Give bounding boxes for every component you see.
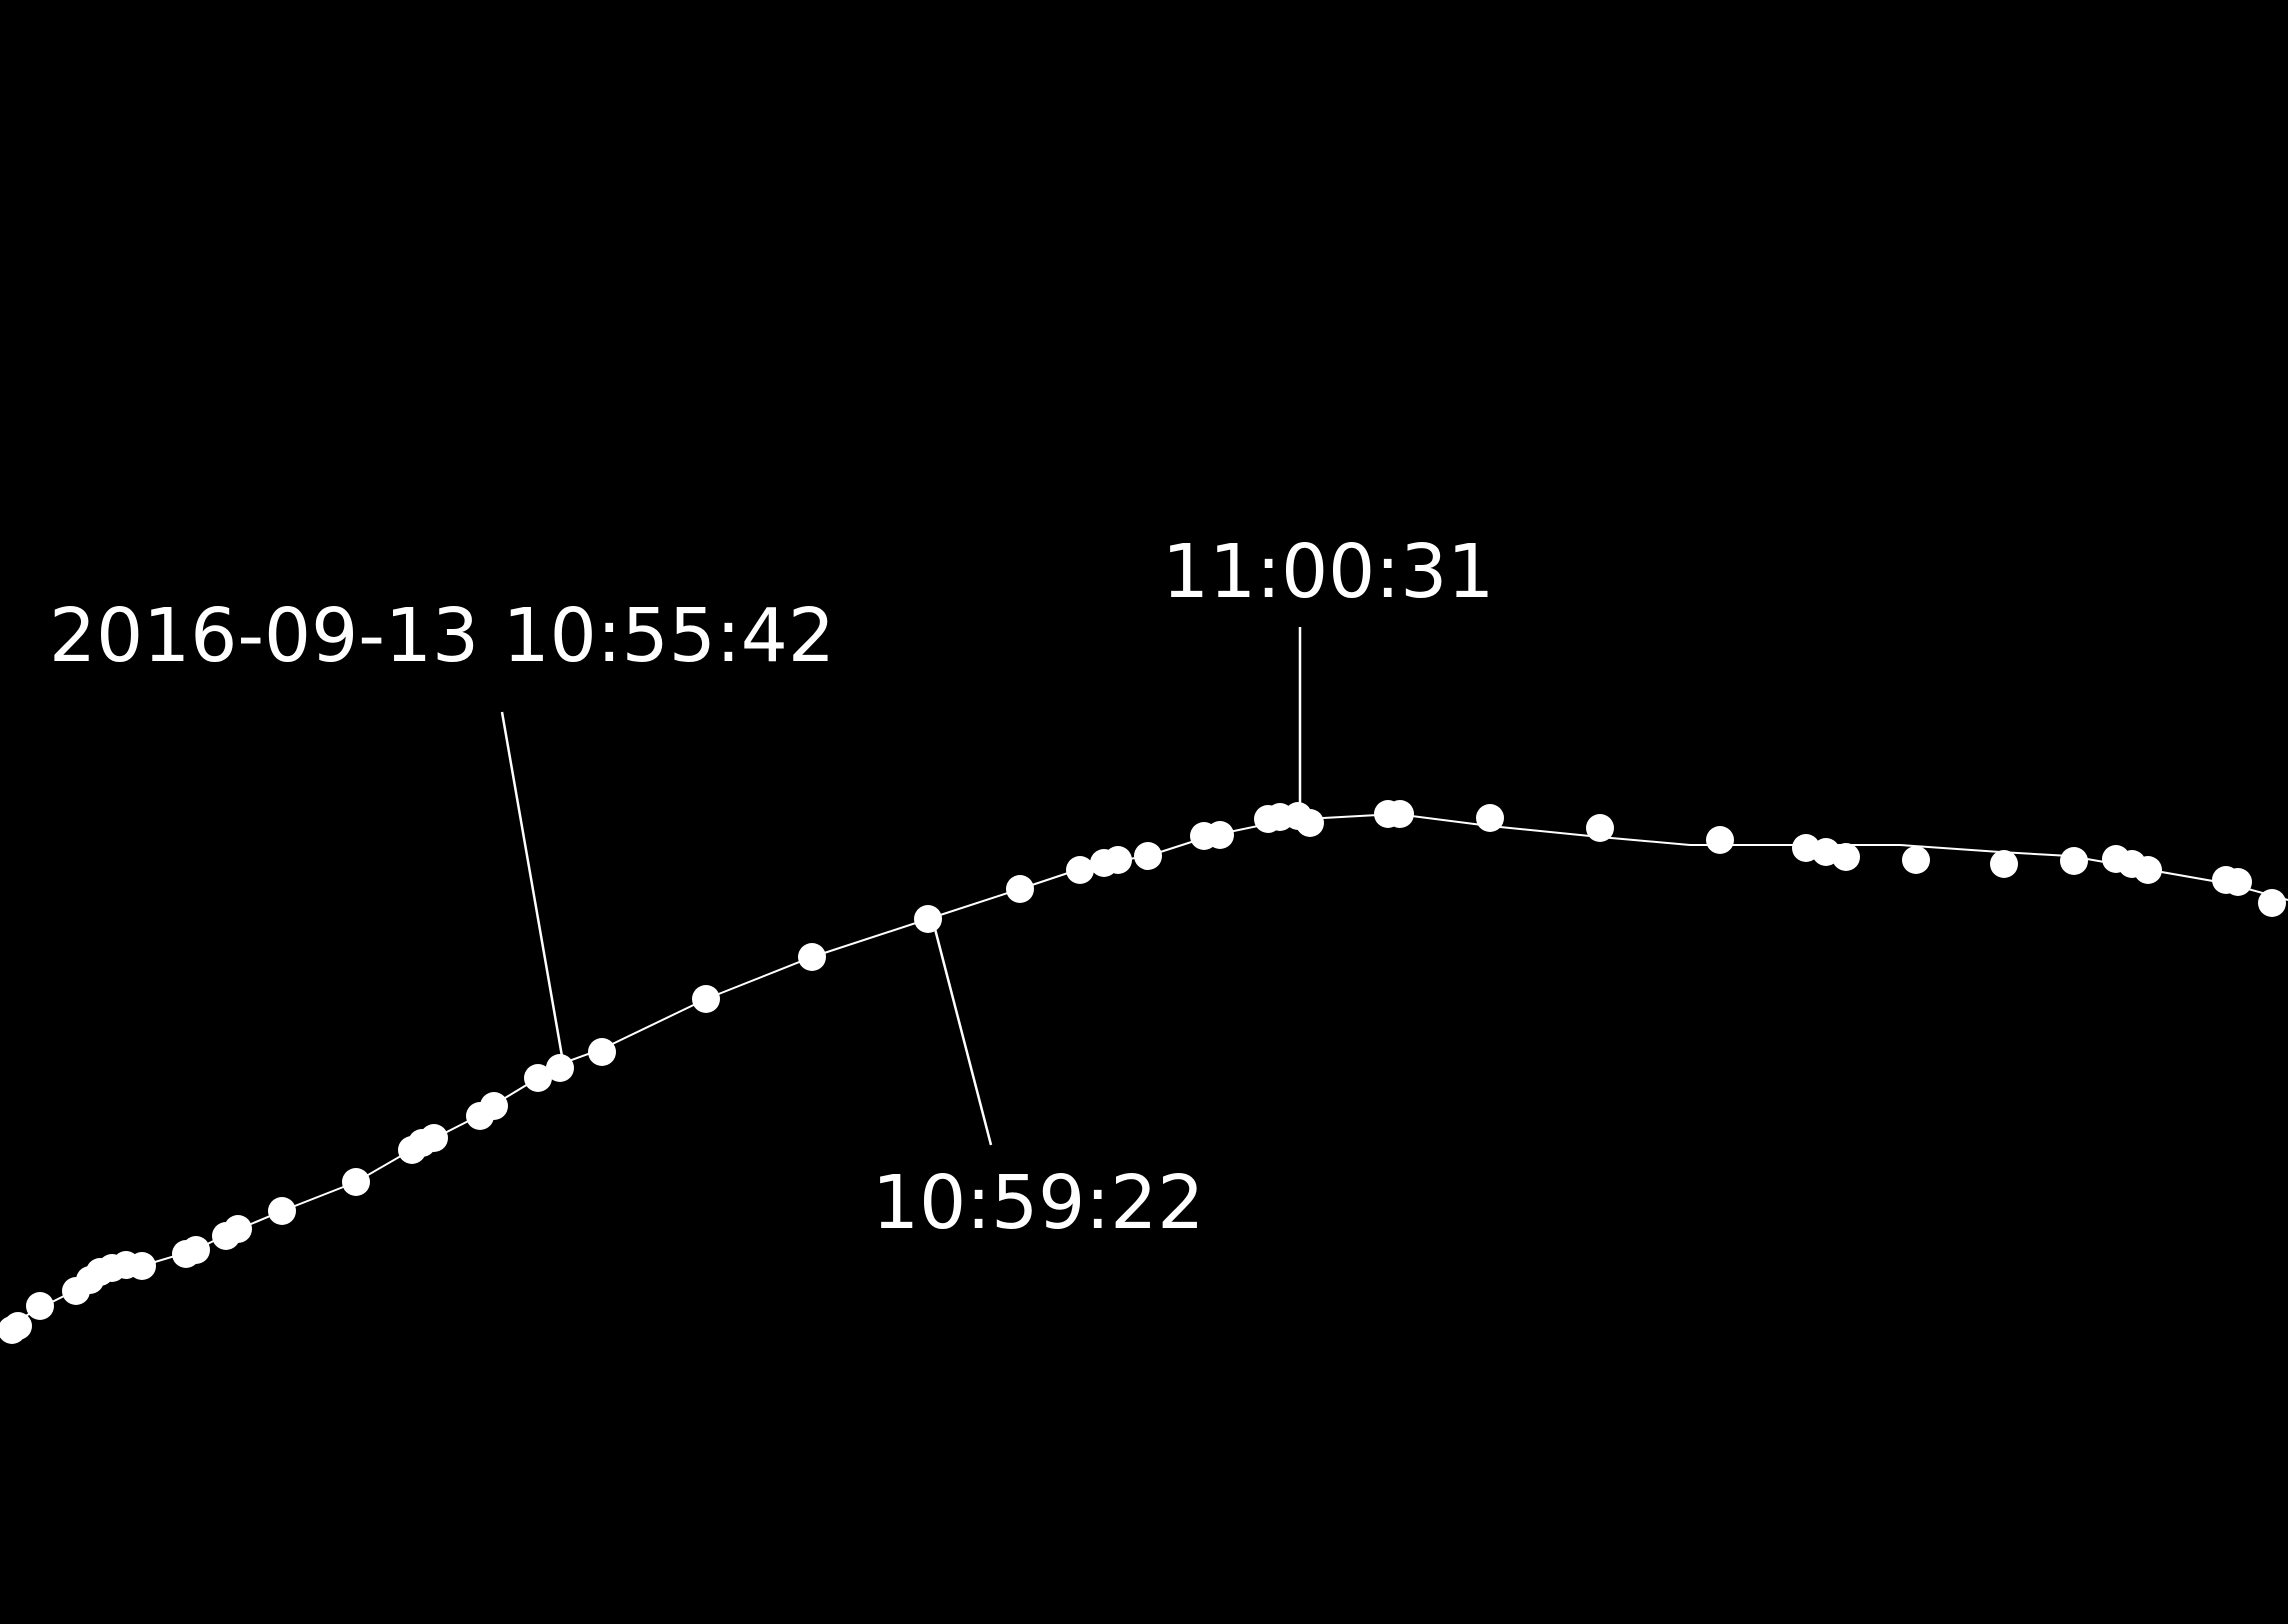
track-point (588, 1038, 616, 1066)
track-point (1206, 821, 1234, 849)
track-point (1134, 842, 1162, 870)
track-point (2224, 868, 2252, 896)
track-point (1990, 850, 2018, 878)
track-point (224, 1215, 252, 1243)
track-point (1476, 804, 1504, 832)
track-point (1902, 846, 1930, 874)
track-point (1104, 846, 1132, 874)
track-point (268, 1197, 296, 1225)
track-point (1832, 843, 1860, 871)
track-point (128, 1252, 156, 1280)
track-point (546, 1054, 574, 1082)
track-point (182, 1236, 210, 1264)
track-point (1586, 814, 1614, 842)
track-point (798, 943, 826, 971)
track-point (1006, 875, 1034, 903)
track-point (524, 1064, 552, 1092)
track-point (692, 985, 720, 1013)
track-point (2134, 856, 2162, 884)
track-point (480, 1092, 508, 1120)
track-point (914, 905, 942, 933)
track-point (2060, 847, 2088, 875)
leader-line-mid (932, 924, 993, 1146)
track-points (0, 800, 2286, 1344)
track-point (1706, 826, 1734, 854)
leader-line-start (500, 711, 565, 1063)
track-point (1296, 809, 1324, 837)
callout-label-mid: 10:59:22 (872, 1160, 1204, 1246)
callout-label-peak: 11:00:31 (1162, 529, 1494, 615)
track-point (420, 1124, 448, 1152)
callout-label-start: 2016-09-13 10:55:42 (49, 593, 835, 679)
track-point (1386, 800, 1414, 828)
track-point (2258, 889, 2286, 917)
track-point (26, 1292, 54, 1320)
track-point (4, 1312, 32, 1340)
track-point (342, 1168, 370, 1196)
track-point (1066, 856, 1094, 884)
